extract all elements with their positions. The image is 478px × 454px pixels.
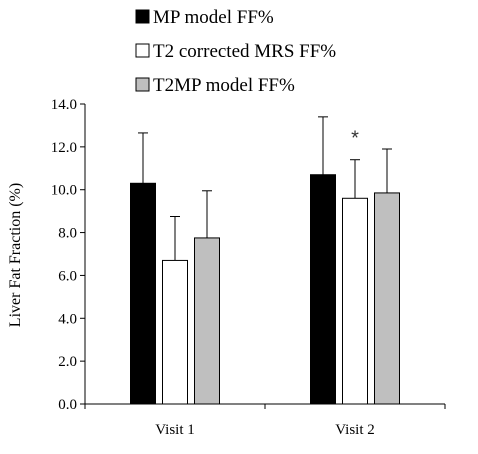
legend-swatch-mp-model <box>135 9 150 24</box>
legend: MP model FF% T2 corrected MRS FF% T2MP m… <box>135 7 336 96</box>
plot-area: 0.0 2.0 4.0 6.0 8.0 10.0 12.0 14.0 Visit 1 Visit … <box>51 97 446 438</box>
bar <box>374 192 400 405</box>
y-tick-label: 4.0 <box>58 311 77 327</box>
y-tick-label: 10.0 <box>51 183 77 199</box>
bar <box>310 174 336 405</box>
bar <box>342 197 368 405</box>
legend-label-mp-model: MP model FF% <box>153 7 274 28</box>
y-tick-label: 2.0 <box>58 354 77 370</box>
y-tick-label: 6.0 <box>58 268 77 284</box>
y-axis-title: Liver Fat Fraction (%) <box>7 183 24 327</box>
x-tick-label: Visit 2 <box>335 422 375 438</box>
y-tick-label: 14.0 <box>51 97 77 113</box>
legend-swatch-t2mp-model <box>135 77 150 92</box>
bar <box>162 259 188 405</box>
legend-label-t2mp-model: T2MP model FF% <box>153 75 295 96</box>
legend-swatch-t2-corrected-mrs <box>135 43 150 58</box>
y-tick-label: 12.0 <box>51 140 77 156</box>
bar <box>130 182 156 405</box>
x-tick-label: Visit 1 <box>155 422 195 438</box>
legend-label-t2-corrected-mrs: T2 corrected MRS FF% <box>153 41 336 62</box>
bar <box>194 237 220 405</box>
y-tick-label: 0.0 <box>58 397 77 413</box>
significance-annotation: * <box>351 128 359 150</box>
y-tick-label: 8.0 <box>58 226 77 242</box>
